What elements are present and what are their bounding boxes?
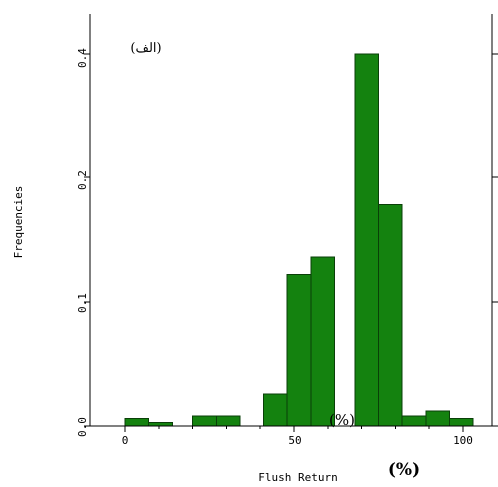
ticks-layer xyxy=(84,53,498,432)
histogram-bar-3 xyxy=(192,415,217,427)
x-tick-label-50: 50 xyxy=(288,434,301,447)
histogram-bar-9 xyxy=(378,204,403,427)
y-tick-label-0-4: 0.4 xyxy=(76,48,89,68)
x-tick-label-100: 100 xyxy=(453,434,473,447)
x-tick-label-0: 0 xyxy=(122,434,129,447)
y-tick-label-0-1: 0.1 xyxy=(76,293,89,313)
histogram-bar-4 xyxy=(215,415,241,427)
bars-layer xyxy=(124,53,474,427)
histogram-bar-2 xyxy=(148,421,173,427)
histogram-bar-12 xyxy=(449,418,474,427)
y-tick-label-0-0: 0.0 xyxy=(76,417,89,437)
histogram-bar-5 xyxy=(263,393,288,427)
y-tick-label-0-2: 0.2 xyxy=(76,170,89,190)
axes-layer xyxy=(89,14,493,427)
x-axis-unit-label: (%) xyxy=(388,460,420,480)
histogram-bar-1 xyxy=(124,418,150,427)
y-axis-label: Frequencies xyxy=(12,186,25,259)
histogram-bar-8 xyxy=(354,53,379,427)
histogram-bar-6 xyxy=(286,274,312,427)
overlay-unit-label: (%) xyxy=(329,411,355,429)
histogram-bar-7 xyxy=(310,256,336,427)
histogram-bar-10 xyxy=(401,415,427,427)
x-axis-label: Flush Return xyxy=(258,471,337,484)
panel-label: (الف) xyxy=(130,41,161,56)
histogram-bar-11 xyxy=(425,410,450,427)
